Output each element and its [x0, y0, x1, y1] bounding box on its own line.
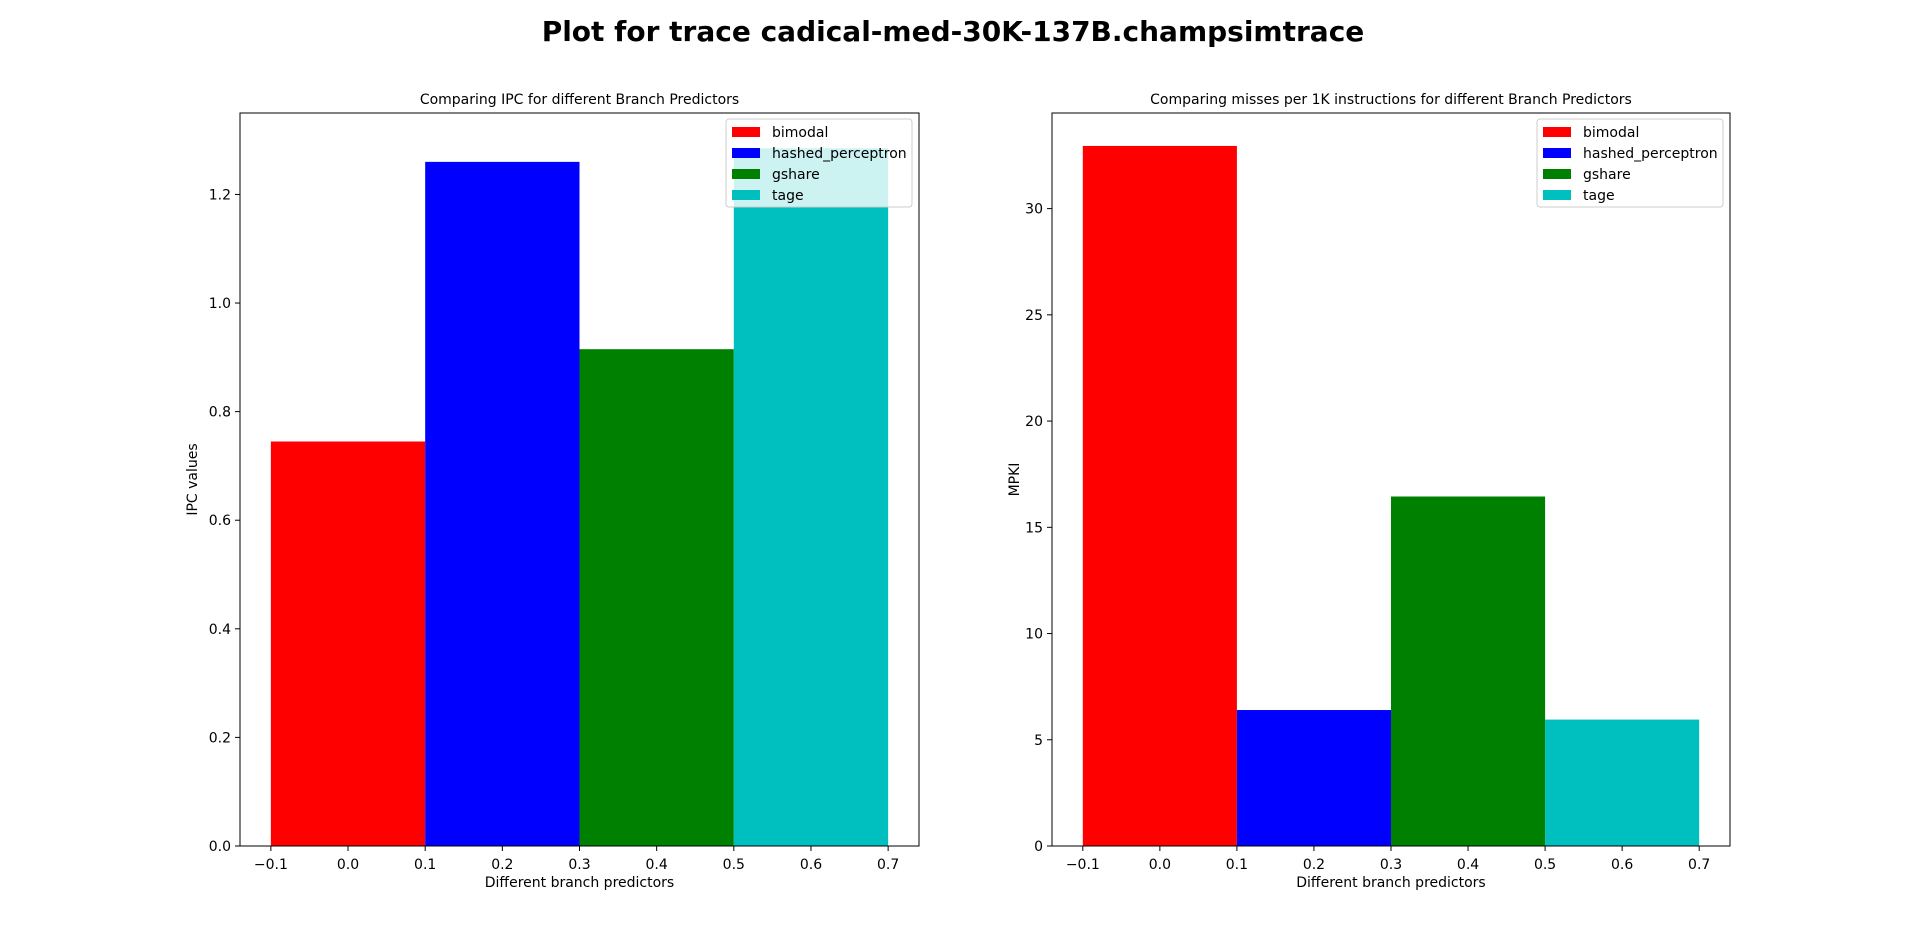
y-tick-label: 15 [1025, 520, 1043, 536]
chart-title: Comparing IPC for different Branch Predi… [420, 92, 739, 108]
y-tick-label: 0.0 [209, 839, 231, 855]
legend-box [1536, 118, 1724, 208]
y-tick-label: 30 [1025, 202, 1043, 218]
x-tick-label: 0.1 [1226, 857, 1248, 873]
x-tick-label: 0.7 [877, 857, 899, 873]
bar-bimodal [270, 441, 426, 846]
y-tick-label: 0 [1034, 839, 1043, 855]
y-tick-label: 10 [1025, 627, 1043, 643]
chart-title: Comparing misses per 1K instructions for… [1150, 92, 1632, 108]
x-tick-label: −0.1 [254, 857, 288, 873]
mpki-chart: −0.1 0.0 0.1 0.2 0.3 0.4 0.5 0.6 0.7 0 5 10 15 20 25 30… [1007, 92, 1731, 891]
x-tick-label: 0.5 [1534, 857, 1556, 873]
bar-gshare [579, 349, 734, 846]
x-axis-label: Different branch predictors [1296, 875, 1485, 891]
legend-swatch-tage [1543, 190, 1571, 200]
legend-swatch-hashed_perceptron [732, 148, 760, 158]
y-axis-label: MPKI [1007, 463, 1023, 497]
y-axis-label: IPC values [185, 443, 201, 515]
legend-swatch-bimodal [732, 127, 760, 137]
x-tick-label: 0.0 [337, 857, 359, 873]
legend-label-bimodal: bimodal [772, 125, 828, 141]
x-tick-label: 0.7 [1688, 857, 1710, 873]
x-tick-label: 0.2 [1303, 857, 1325, 873]
legend-label-bimodal: bimodal [1583, 125, 1639, 141]
y-tick-label: 25 [1025, 308, 1043, 324]
y-tick-label: 5 [1034, 733, 1043, 749]
x-tick-label: 0.3 [1380, 857, 1402, 873]
x-tick-label: 0.4 [646, 857, 668, 873]
legend-label-hashed_perceptron: hashed_perceptron [1583, 146, 1718, 162]
legend-swatch-gshare [1543, 169, 1571, 179]
y-tick-label: 0.8 [209, 405, 231, 421]
y-tick-label: 20 [1025, 414, 1043, 430]
y-tick-label: 0.4 [209, 622, 231, 638]
bar-bimodal [1082, 145, 1237, 846]
bar-hashed_perceptron [425, 161, 580, 846]
legend-swatch-hashed_perceptron [1543, 148, 1571, 158]
x-tick-label: 0.2 [491, 857, 513, 873]
x-tick-label: 0.6 [1611, 857, 1633, 873]
legend-swatch-gshare [732, 169, 760, 179]
legend-label-tage: tage [772, 188, 804, 204]
x-tick-label: 0.6 [800, 857, 822, 873]
x-tick-label: 0.5 [723, 857, 745, 873]
x-tick-label: −0.1 [1066, 857, 1100, 873]
y-tick-label: 1.0 [209, 296, 231, 312]
bar-tage [1545, 719, 1700, 846]
x-tick-label: 0.1 [414, 857, 436, 873]
legend-label-hashed_perceptron: hashed_perceptron [772, 146, 907, 162]
bar-hashed_perceptron [1236, 710, 1391, 846]
legend-swatch-bimodal [1543, 127, 1571, 137]
y-tick-label: 0.2 [209, 730, 231, 746]
legend-label-tage: tage [1583, 188, 1615, 204]
y-tick-label: 1.2 [209, 187, 231, 203]
legend-box [725, 118, 913, 208]
x-tick-label: 0.4 [1457, 857, 1479, 873]
y-tick-label: 0.6 [209, 513, 231, 529]
bar-tage [733, 148, 889, 846]
x-axis-label: Different branch predictors [485, 875, 674, 891]
legend-swatch-tage [732, 190, 760, 200]
legend-label-gshare: gshare [1583, 167, 1631, 183]
figure-title: Plot for trace cadical-med-30K-137B.cham… [542, 15, 1365, 48]
ipc-chart: −0.1 0.0 0.1 0.2 0.3 0.4 0.5 0.6 0.7 0.0 0.2 0.4 0.6… [185, 92, 920, 891]
x-tick-label: 0.3 [568, 857, 590, 873]
x-tick-label: 0.0 [1149, 857, 1171, 873]
legend-label-gshare: gshare [772, 167, 820, 183]
bar-gshare [1391, 496, 1546, 846]
